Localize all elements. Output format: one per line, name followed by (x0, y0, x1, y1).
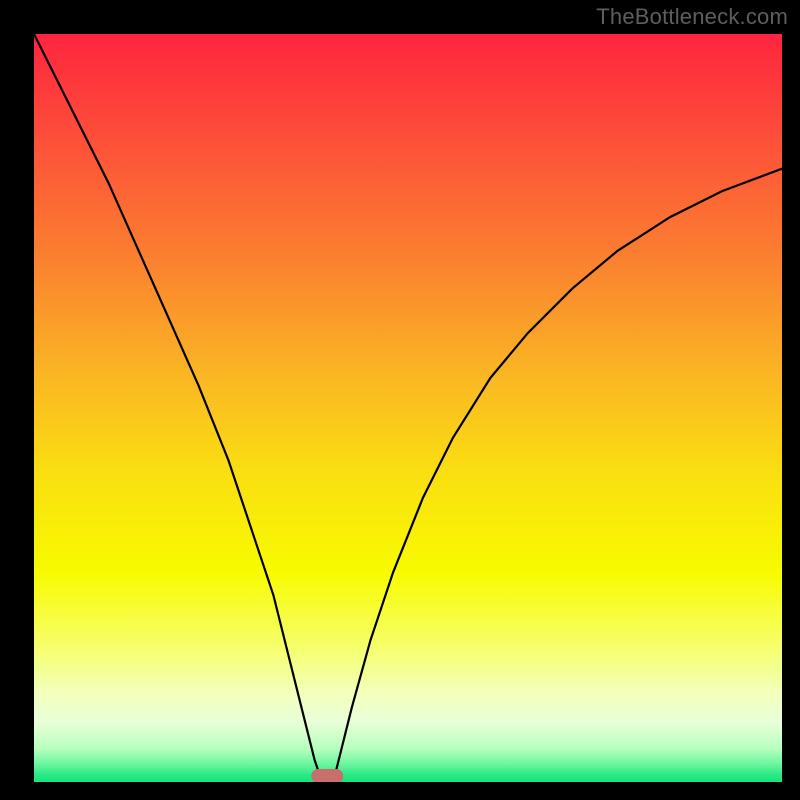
bottleneck-marker (311, 769, 343, 782)
plot-area (34, 34, 782, 782)
watermark-text: TheBottleneck.com (596, 4, 788, 30)
chart-container: TheBottleneck.com (0, 0, 800, 800)
gradient-background (34, 34, 782, 782)
